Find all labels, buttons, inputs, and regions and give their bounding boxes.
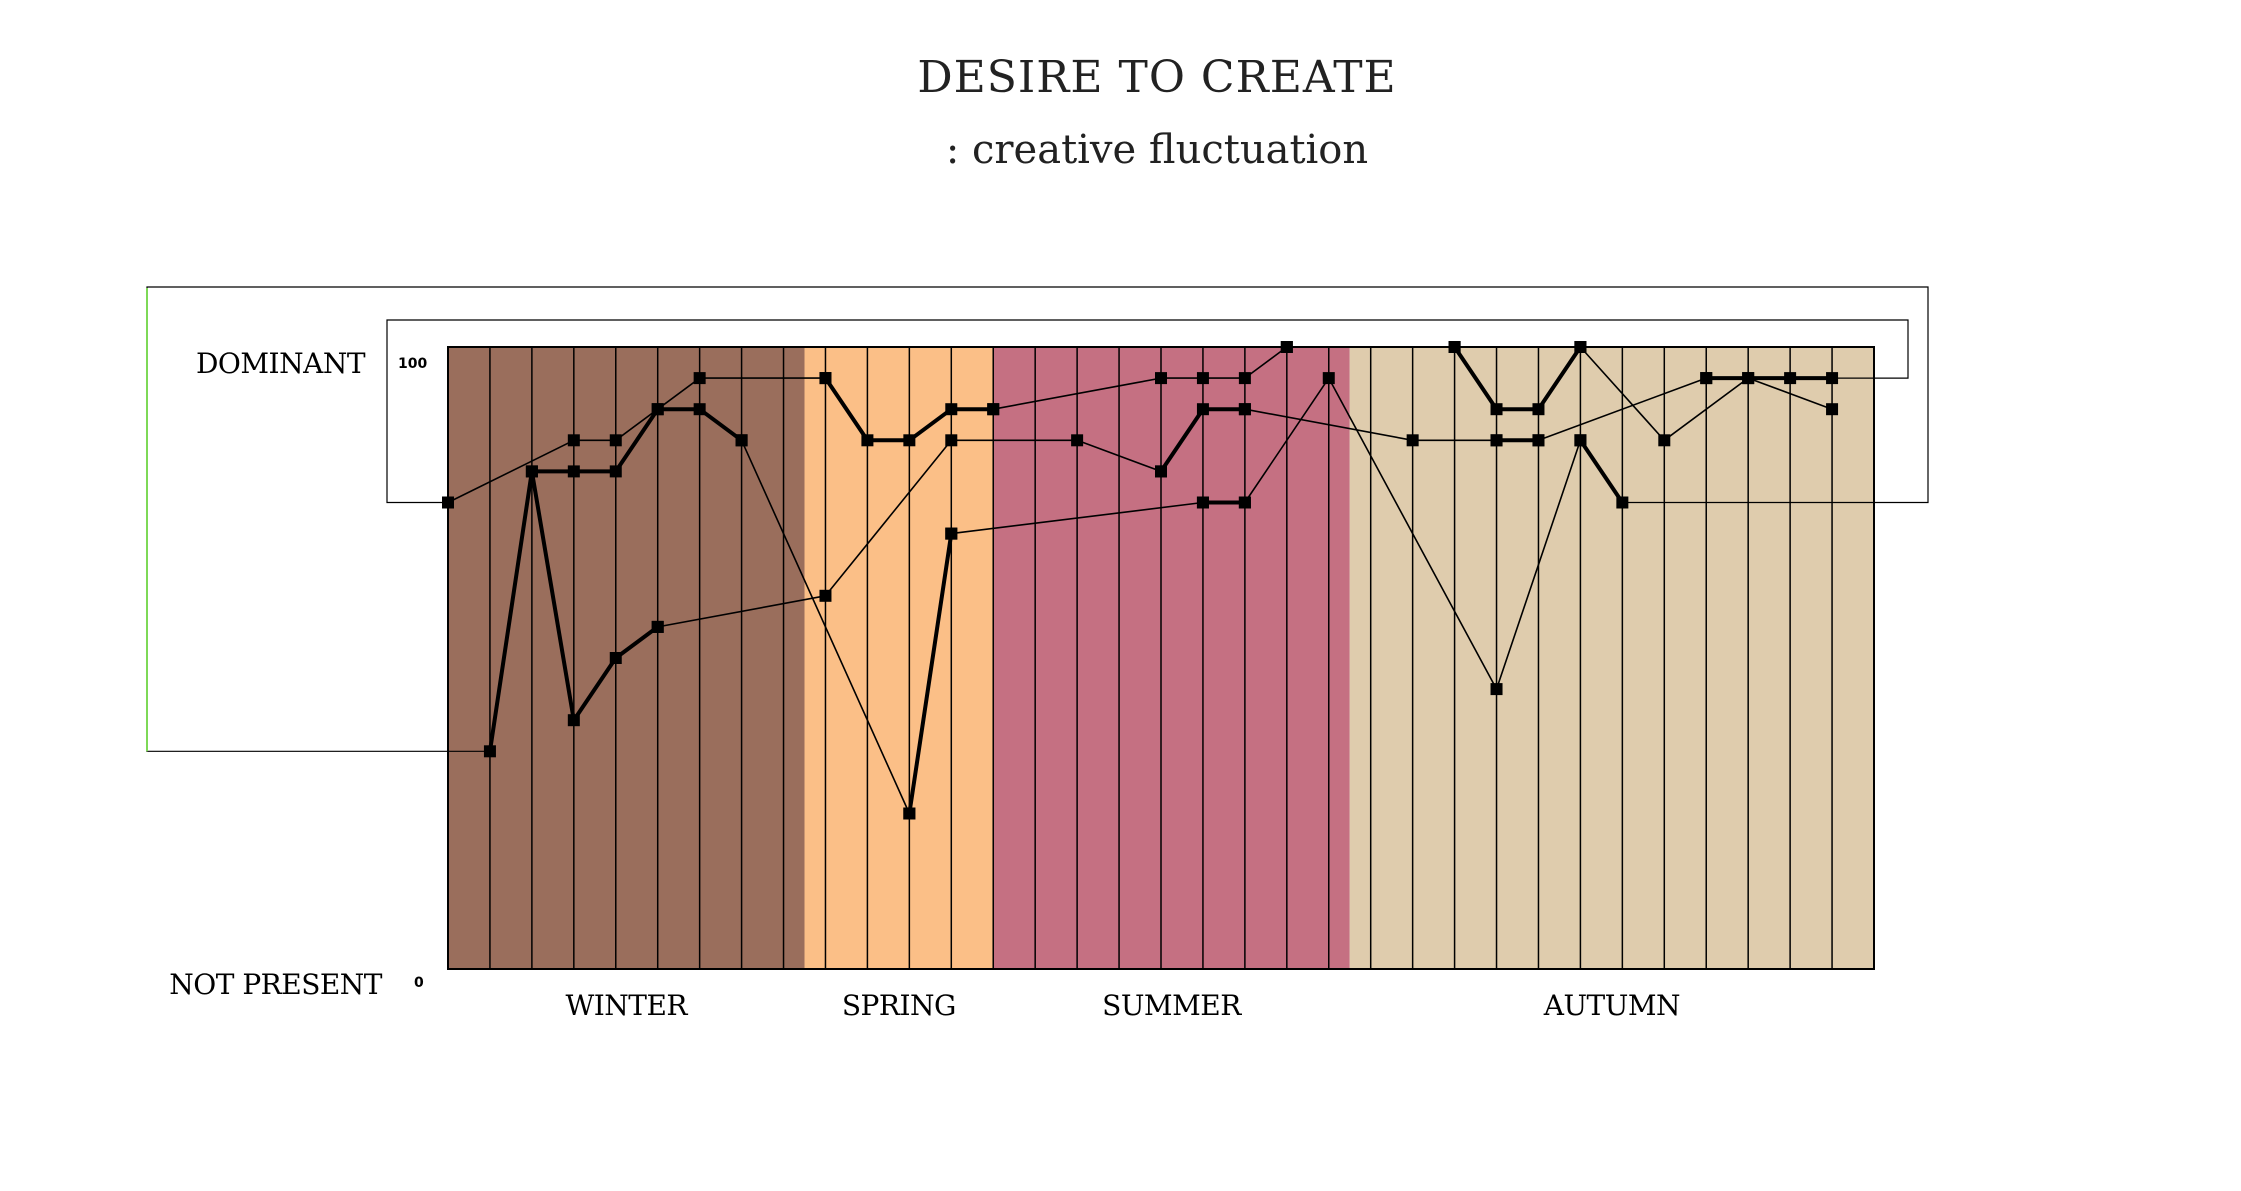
series-line-10 <box>907 533 954 814</box>
data-point <box>1155 465 1167 478</box>
data-point <box>609 434 622 447</box>
chart-subtitle: : creative fluctuation <box>946 127 1368 173</box>
data-point <box>442 496 454 509</box>
decorative-frame-inner <box>386 319 1909 504</box>
y-top-tick: 100 <box>398 356 427 372</box>
data-point <box>903 434 916 447</box>
data-point <box>1826 372 1839 385</box>
data-point <box>1238 496 1251 509</box>
data-point <box>609 652 622 664</box>
data-point <box>1700 372 1713 385</box>
data-point <box>1238 403 1251 416</box>
series-line-14 <box>740 439 911 814</box>
data-point <box>1574 434 1587 447</box>
season-band-summer <box>993 347 1350 969</box>
data-point <box>1322 372 1335 385</box>
grid-lines <box>489 347 1833 969</box>
data-point <box>1071 434 1084 447</box>
data-point <box>735 434 748 447</box>
data-point <box>1490 403 1503 416</box>
data-point <box>1784 372 1797 385</box>
series-line-15 <box>993 346 1455 410</box>
series-line-17 <box>1244 377 1582 690</box>
data-point <box>819 372 832 385</box>
data-point <box>1574 341 1587 353</box>
data-point <box>1658 434 1671 447</box>
data-point <box>1406 434 1419 447</box>
data-point <box>819 589 832 602</box>
data-point <box>1616 496 1629 509</box>
data-point <box>1448 341 1461 353</box>
y-top-label: DOMINANT <box>196 347 366 380</box>
series-line-19 <box>1538 377 1707 442</box>
series-line-20 <box>1579 346 1833 442</box>
data-point <box>693 372 706 385</box>
data-point <box>1196 496 1209 509</box>
data-point <box>693 403 706 416</box>
season-label-autumn: AUTUMN <box>1543 989 1680 1022</box>
data-point <box>609 465 622 478</box>
season-label-winter: WINTER <box>565 989 688 1022</box>
season-band-winter <box>448 347 805 969</box>
y-bottom-tick: 0 <box>414 975 424 991</box>
data-point <box>861 434 874 447</box>
data-point <box>483 745 496 758</box>
data-point <box>1742 372 1755 385</box>
data-point <box>903 807 916 820</box>
data-point <box>987 403 1000 416</box>
chart-title: DESIRE TO CREATE <box>917 52 1396 103</box>
data-point <box>945 434 958 447</box>
data-point <box>945 527 958 540</box>
data-point <box>651 620 664 633</box>
series-line-16 <box>951 501 1204 535</box>
series-line-9 <box>529 471 659 723</box>
data-point <box>1196 403 1209 416</box>
plot-frame <box>447 346 1875 970</box>
season-band-spring <box>804 347 994 969</box>
data-point <box>1238 372 1251 385</box>
data-point <box>567 714 580 727</box>
data-point <box>651 403 664 416</box>
data-point <box>1155 372 1167 385</box>
data-point <box>1532 403 1545 416</box>
series-line-7 <box>1578 439 1625 504</box>
season-band-autumn <box>1349 347 1874 969</box>
data-point <box>1490 683 1503 696</box>
season-label-summer: SUMMER <box>1102 989 1242 1022</box>
decorative-frame-outer <box>146 286 1929 752</box>
data-point <box>1280 341 1293 353</box>
data-point <box>1196 372 1209 385</box>
series-line-12 <box>447 377 826 504</box>
data-point <box>567 465 580 478</box>
data-point <box>525 465 538 478</box>
data-point <box>1490 434 1503 447</box>
season-label-spring: SPRING <box>842 989 956 1022</box>
season-labels: WINTER SPRING SUMMER AUTUMN <box>565 989 1680 1022</box>
series-line-5 <box>1452 345 1583 412</box>
season-bands <box>448 347 1874 969</box>
data-point <box>1826 403 1839 416</box>
data-point <box>945 403 958 416</box>
series-points <box>442 341 1839 820</box>
y-bottom-label: NOT PRESENT <box>169 968 383 1001</box>
data-point <box>1532 434 1545 447</box>
data-point <box>567 434 580 447</box>
